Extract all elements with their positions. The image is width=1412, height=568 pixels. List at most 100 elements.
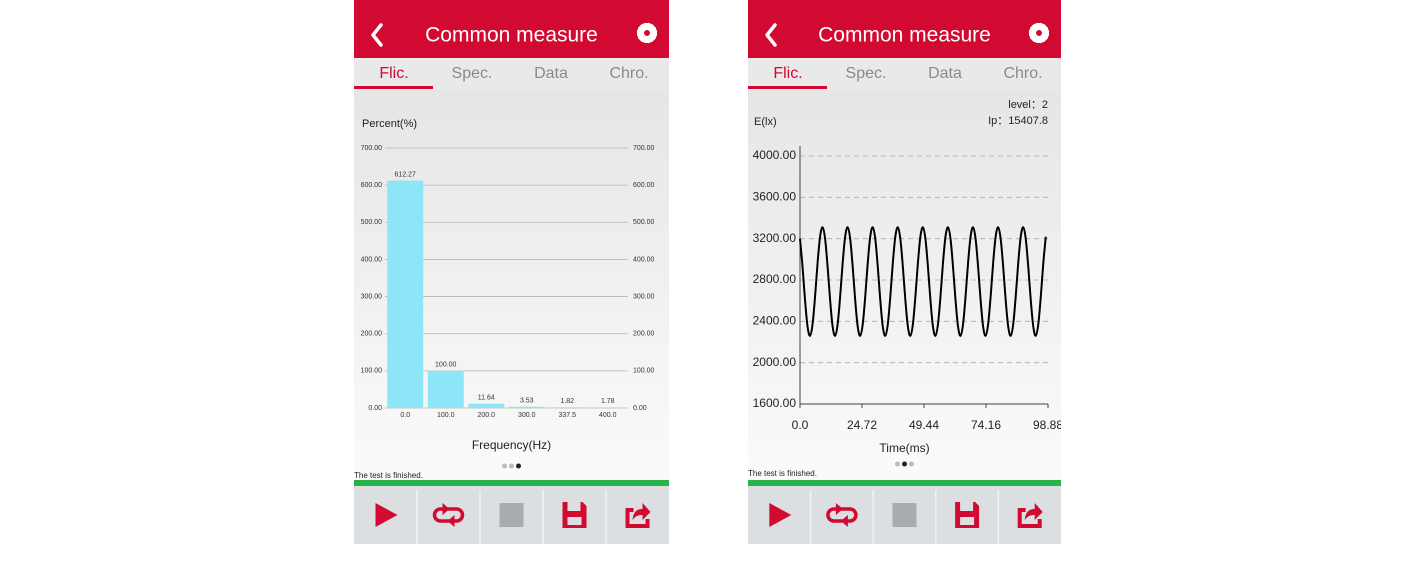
back-button[interactable] <box>765 23 777 47</box>
y2-tick-label: 100.00 <box>633 368 655 375</box>
settings-button[interactable] <box>636 22 658 44</box>
x-tick-label: 0.0 <box>792 418 809 432</box>
y-tick-label: 4000.00 <box>753 148 797 162</box>
page-indicator <box>516 463 521 469</box>
bar <box>589 407 626 408</box>
y2-tick-label: 0.00 <box>633 405 647 412</box>
tab[interactable]: Spec. <box>452 65 493 82</box>
y2-tick-label: 700.00 <box>633 145 655 152</box>
repeat-button[interactable] <box>826 507 858 523</box>
tab[interactable]: Spec. <box>846 65 887 82</box>
tab[interactable]: Chro. <box>609 65 648 82</box>
value-label: 11.64 <box>478 395 495 402</box>
repeat-button[interactable] <box>432 507 465 523</box>
page-indicator <box>509 463 514 469</box>
progress-bar <box>354 480 669 486</box>
page-indicator <box>895 461 900 467</box>
y-tick-label: 3200.00 <box>753 231 797 245</box>
screen-svg: Common measure Flic. Spec. Data Chro. level：2… <box>748 0 1061 544</box>
y-axis-title: Percent(%) <box>362 118 417 130</box>
save-button[interactable] <box>955 502 980 528</box>
tab[interactable]: Chro. <box>1003 65 1042 82</box>
app-title: Common measure <box>818 24 991 47</box>
save-button[interactable] <box>562 502 587 528</box>
back-button[interactable] <box>371 23 383 47</box>
info-label: level：2 <box>1008 99 1048 111</box>
bar <box>427 370 464 408</box>
y2-tick-label: 400.00 <box>633 256 655 263</box>
bar <box>549 407 586 408</box>
bar <box>468 403 505 408</box>
screen-svg: Common measure Flic. Spec. Data Chro. Percent… <box>354 0 669 544</box>
page-indicator <box>902 461 907 467</box>
x-tick-label: 74.16 <box>971 418 1001 432</box>
info-label: Ip：15407.8 <box>988 115 1048 127</box>
progress-bar <box>748 480 1061 486</box>
share-button[interactable] <box>625 503 651 528</box>
y2-tick-label: 600.00 <box>633 182 655 189</box>
x-tick-label: 0.0 <box>400 412 410 419</box>
tab[interactable]: Data <box>534 65 568 82</box>
value-label: 3.53 <box>520 398 534 405</box>
app-title: Common measure <box>425 24 598 47</box>
phone-screen: Common measure Flic. Spec. Data Chro. Percent… <box>354 0 669 544</box>
value-label: 100.00 <box>435 362 457 369</box>
y-tick-label: 2400.00 <box>753 314 797 328</box>
y2-tick-label: 500.00 <box>633 219 655 226</box>
play-button[interactable] <box>375 503 398 527</box>
bar <box>508 406 545 408</box>
y-tick-label: 1600.00 <box>753 396 797 410</box>
app-bar <box>354 0 669 58</box>
y2-tick-label: 200.00 <box>633 331 655 338</box>
status-text: The test is finished. <box>748 469 817 478</box>
y-tick-label: 2800.00 <box>753 272 797 286</box>
x-tick-label: 49.44 <box>909 418 939 432</box>
repeat-arrows <box>442 503 455 527</box>
x-tick-label: 300.0 <box>518 412 536 419</box>
y-tick-label: 600.00 <box>361 182 383 189</box>
tab[interactable]: Data <box>928 65 962 82</box>
x-axis-title: Frequency(Hz) <box>472 438 551 452</box>
tab-bar <box>748 58 1061 90</box>
y-tick-label: 3600.00 <box>753 190 797 204</box>
value-label: 1.78 <box>601 398 615 405</box>
x-tick-label: 24.72 <box>847 418 877 432</box>
y-tick-label: 0.00 <box>368 405 382 412</box>
phone-screen: Common measure Flic. Spec. Data Chro. level：2… <box>748 0 1061 544</box>
x-tick-label: 100.0 <box>437 412 455 419</box>
app-bar <box>748 0 1061 58</box>
x-tick-label: 98.88 <box>1033 418 1061 432</box>
y-tick-label: 200.00 <box>361 331 383 338</box>
x-axis-title: Time(ms) <box>879 441 929 455</box>
stop-button[interactable] <box>499 503 524 527</box>
page-indicator <box>909 461 914 467</box>
tab-bar <box>354 58 669 90</box>
bar <box>387 180 424 408</box>
repeat-arrows <box>835 503 848 527</box>
share-button[interactable] <box>1017 503 1043 528</box>
tab[interactable]: Flic. <box>773 65 802 82</box>
y-tick-label: 100.00 <box>361 368 383 375</box>
tab[interactable]: Flic. <box>379 65 408 82</box>
y-tick-label: 700.00 <box>361 145 383 152</box>
x-tick-label: 400.0 <box>599 412 617 419</box>
status-text: The test is finished. <box>354 471 423 480</box>
y-tick-label: 400.00 <box>361 256 383 263</box>
x-tick-label: 200.0 <box>477 412 495 419</box>
y-tick-label: 2000.00 <box>753 355 797 369</box>
y-tick-label: 500.00 <box>361 219 383 226</box>
y-tick-label: 300.00 <box>361 293 383 300</box>
y2-tick-label: 300.00 <box>633 293 655 300</box>
x-tick-label: 337.5 <box>558 412 576 419</box>
page-indicator <box>502 463 507 469</box>
y-axis-title: E(lx) <box>754 116 777 128</box>
line-series <box>799 226 1047 337</box>
stop-button[interactable] <box>892 503 917 527</box>
value-label: 1.82 <box>560 398 574 405</box>
value-label: 612.27 <box>395 171 417 178</box>
tab-indicator <box>354 86 433 89</box>
play-button[interactable] <box>769 503 792 527</box>
tab-indicator <box>748 86 827 89</box>
settings-button[interactable] <box>1028 22 1050 44</box>
